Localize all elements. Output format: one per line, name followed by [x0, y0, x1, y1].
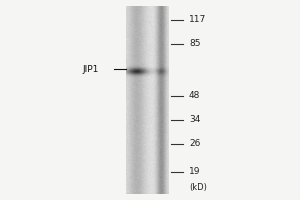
- Text: 48: 48: [189, 92, 200, 100]
- Text: (kD): (kD): [189, 183, 207, 192]
- Text: 85: 85: [189, 40, 200, 48]
- Text: 117: 117: [189, 16, 206, 24]
- Text: 26: 26: [189, 140, 200, 148]
- Text: 19: 19: [189, 168, 200, 176]
- Text: JIP1: JIP1: [82, 64, 99, 73]
- Text: 34: 34: [189, 116, 200, 124]
